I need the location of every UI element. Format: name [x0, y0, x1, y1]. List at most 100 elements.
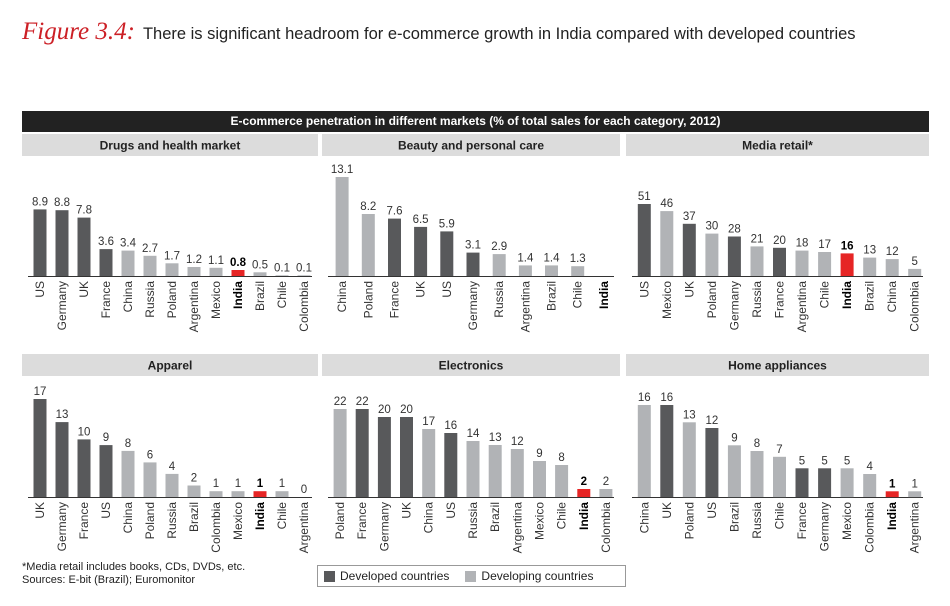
- x-tick-label: Germany: [55, 502, 69, 551]
- x-tick-label: UK: [400, 502, 414, 519]
- bar: [727, 236, 741, 276]
- x-tick-label: Russia: [750, 502, 764, 539]
- data-label: 1.3: [570, 253, 586, 265]
- x-tick-label: US: [444, 502, 458, 519]
- bar: [77, 439, 91, 497]
- x-tick-label: Poland: [165, 281, 179, 318]
- data-label: 5: [799, 455, 805, 467]
- bar: [187, 267, 201, 276]
- data-label: 22: [334, 396, 347, 408]
- x-tick-label: India: [253, 502, 267, 530]
- bar: [121, 450, 135, 497]
- data-label: 8.2: [360, 201, 376, 213]
- x-tick-label: France: [355, 502, 369, 540]
- footnote-media: *Media retail includes books, CDs, DVDs,…: [22, 561, 246, 573]
- bar: [885, 259, 899, 276]
- data-label: 7.8: [76, 205, 92, 217]
- bar: [795, 468, 809, 498]
- legend-label-developed: Developed countries: [340, 569, 450, 583]
- x-tick-label: Germany: [377, 502, 391, 551]
- data-label: 5: [844, 455, 850, 467]
- x-tick-label: Russia: [143, 281, 157, 318]
- x-tick-label: Colombia: [863, 502, 877, 553]
- panel-title: Home appliances: [728, 359, 827, 373]
- x-tick-label: Brazil: [863, 281, 877, 311]
- x-tick-label: Argentina: [908, 502, 922, 554]
- x-tick-label: Russia: [492, 281, 506, 318]
- data-label: 16: [638, 392, 651, 404]
- bar: [599, 489, 613, 497]
- x-tick-label: Mexico: [533, 502, 547, 540]
- data-label: 1: [911, 478, 917, 490]
- data-label: 20: [773, 235, 786, 247]
- data-label: 17: [422, 416, 435, 428]
- data-label: 7.6: [387, 206, 403, 218]
- data-label: 0.8: [230, 257, 247, 269]
- data-label: 13: [56, 409, 69, 421]
- bar: [660, 211, 674, 276]
- x-tick-label: France: [388, 281, 402, 319]
- x-tick-label: US: [705, 502, 719, 519]
- data-label: 16: [444, 420, 457, 432]
- data-label: 9: [536, 448, 542, 460]
- bar: [165, 263, 179, 276]
- bar: [492, 254, 506, 276]
- data-label: 8: [558, 452, 564, 464]
- x-tick-label: Argentina: [795, 281, 809, 333]
- bar: [818, 468, 832, 498]
- data-label: 46: [660, 198, 673, 210]
- panel-title-band: [322, 354, 620, 376]
- x-tick-label: India: [231, 281, 245, 309]
- data-label: 14: [467, 428, 480, 440]
- figure-header: Figure 3.4: There is significant headroom…: [22, 18, 932, 58]
- x-tick-label: China: [637, 502, 651, 534]
- bar: [660, 405, 674, 497]
- data-label: 1: [889, 478, 896, 490]
- data-label: 0.1: [296, 262, 312, 274]
- x-tick-label: Germany: [55, 281, 69, 330]
- legend-item-developed: Developed countries: [324, 566, 449, 586]
- data-label: 8.8: [54, 197, 70, 209]
- data-label: 1: [279, 478, 285, 490]
- data-label: 18: [796, 238, 809, 250]
- bar: [555, 465, 569, 497]
- data-label: 20: [400, 404, 413, 416]
- data-label: 3.6: [98, 236, 114, 248]
- data-label: 9: [731, 432, 737, 444]
- bar: [297, 275, 311, 276]
- data-label: 51: [638, 191, 651, 203]
- bar: [121, 250, 135, 276]
- x-tick-label: UK: [33, 502, 47, 519]
- data-label: 13: [863, 245, 876, 257]
- bar: [773, 247, 786, 276]
- data-label: 1: [213, 478, 219, 490]
- bar: [466, 441, 480, 497]
- data-label: 10: [78, 426, 91, 438]
- bar: [143, 255, 157, 276]
- x-tick-label: Argentina: [518, 281, 532, 333]
- x-tick-label: Mexico: [840, 502, 854, 540]
- data-label: 1: [235, 478, 241, 490]
- x-tick-label: Germany: [727, 281, 741, 330]
- bar: [33, 209, 47, 276]
- bar: [863, 474, 877, 497]
- bar: [377, 417, 391, 497]
- legend: Developed countries Developing countries: [317, 565, 626, 587]
- x-tick-label: India: [597, 281, 611, 309]
- x-tick-label: Brazil: [488, 502, 502, 532]
- x-tick-label: Russia: [165, 502, 179, 539]
- data-label: 2: [581, 476, 587, 488]
- data-label: 17: [34, 386, 47, 398]
- x-tick-label: Poland: [143, 502, 157, 539]
- bar: [414, 226, 428, 276]
- x-tick-label: US: [440, 281, 454, 298]
- bar: [143, 462, 157, 497]
- x-tick-label: India: [840, 281, 854, 309]
- data-label: 6.5: [413, 214, 429, 226]
- x-tick-label: Chile: [275, 281, 289, 309]
- data-label: 5: [911, 256, 917, 268]
- data-label: 1.4: [544, 252, 561, 264]
- data-label: 12: [511, 436, 524, 448]
- x-tick-label: US: [33, 281, 47, 298]
- data-label: 12: [886, 246, 899, 258]
